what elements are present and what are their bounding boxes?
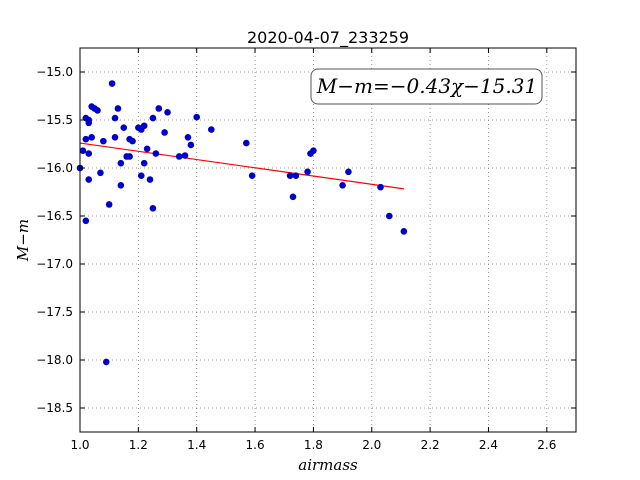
data-point [243,139,250,147]
x-tick-label: 1.2 [129,438,148,452]
data-point [126,153,133,160]
x-tick-label: 1.8 [304,438,323,452]
data-point [304,168,311,176]
x-tick-label: 2.6 [537,438,556,452]
data-point [152,150,160,157]
x-tick-label: 2.4 [479,438,498,452]
equation-annotation: M−m=−0.43χ−15.31 [310,68,543,105]
fit-line [79,142,404,190]
chart-title: 2020-04-07_233259 [247,28,409,48]
data-point [149,205,157,212]
annotation-box [310,68,543,105]
data-point [140,122,148,130]
data-point [85,176,93,183]
data-point [79,147,87,155]
data-point [149,114,157,122]
data-point [97,169,104,177]
data-point [339,181,346,189]
data-point [310,147,317,155]
x-tick-label: 1.6 [246,438,265,452]
data-point [164,109,171,116]
data-point [137,172,145,179]
data-point [181,152,189,159]
data-point [85,150,93,157]
data-point [120,124,128,131]
data-point [85,119,93,127]
plot-frame [79,47,577,433]
data-point [345,168,352,176]
x-tick-label: 1.0 [70,438,89,452]
x-tick-label: 1.4 [187,438,206,452]
x-axis-label: airmass [298,456,358,474]
data-point [143,145,151,153]
data-point [114,105,122,112]
data-point [187,141,195,149]
annotation-text: M−m=−0.43χ−15.31 [316,74,537,98]
data-point [94,107,101,114]
y-tick-label: −18.0 [36,353,73,367]
y-tick-label: −17.0 [36,257,73,271]
data-point [82,135,90,143]
axis-ticks: 1.0 1.2 1.4 1.6 1.8 2.0 2.2 2.4 2.6 −15.0 −15.5 −16… [36,48,576,452]
fit-layer [79,142,404,190]
data-point [146,176,154,183]
data-point [207,126,215,133]
data-point [117,159,125,167]
data-points [76,80,408,366]
data-point [111,133,119,141]
data-point [292,172,300,179]
y-tick-label: −15.0 [36,65,73,79]
data-point [100,137,107,145]
data-point [140,159,148,167]
data-point [175,153,183,160]
y-axis-label: M−m [14,219,32,262]
data-point [248,172,256,179]
x-tick-label: 2.2 [421,438,440,452]
data-point [184,133,192,141]
y-tick-label: −16.0 [36,161,73,175]
data-point [155,105,163,112]
data-point [105,201,113,208]
data-point [88,133,95,141]
data-point [108,80,116,87]
y-tick-label: −17.5 [36,305,73,319]
data-point [161,129,168,136]
data-point [102,358,110,366]
y-tick-label: −18.5 [36,401,73,415]
data-point [377,183,384,191]
y-tick-label: −15.5 [36,113,73,127]
y-tick-label: −16.5 [36,209,73,223]
data-point [286,172,294,179]
data-point [385,212,393,220]
data-point [289,193,297,201]
data-point [193,113,201,121]
data-point [129,137,136,145]
data-point [82,217,90,225]
grid-lines [79,48,576,432]
data-point [111,114,119,122]
x-tick-label: 2.0 [362,438,381,452]
data-point [117,181,125,189]
data-point [400,228,408,235]
